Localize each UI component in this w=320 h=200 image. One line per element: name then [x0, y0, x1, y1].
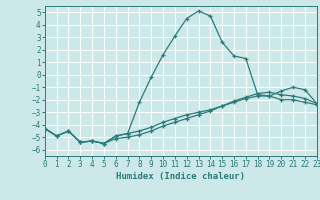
X-axis label: Humidex (Indice chaleur): Humidex (Indice chaleur) [116, 172, 245, 181]
